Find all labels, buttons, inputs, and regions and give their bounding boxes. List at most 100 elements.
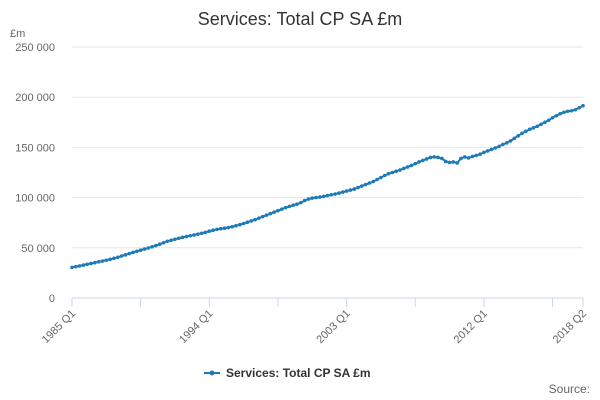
data-point[interactable] bbox=[272, 210, 276, 214]
data-point[interactable] bbox=[417, 160, 421, 164]
data-point[interactable] bbox=[257, 216, 261, 220]
data-point[interactable] bbox=[520, 131, 524, 136]
data-point[interactable] bbox=[360, 184, 364, 188]
data-point[interactable] bbox=[161, 240, 166, 245]
data-point[interactable] bbox=[401, 166, 406, 171]
data-point[interactable] bbox=[264, 213, 269, 217]
data-point[interactable] bbox=[108, 257, 112, 262]
data-point[interactable] bbox=[299, 200, 303, 205]
data-point[interactable] bbox=[466, 156, 471, 160]
data-point[interactable] bbox=[142, 247, 147, 251]
data-point[interactable] bbox=[291, 203, 295, 208]
data-point[interactable] bbox=[398, 168, 402, 172]
data-point[interactable] bbox=[127, 251, 131, 256]
data-point[interactable] bbox=[150, 245, 154, 249]
data-point[interactable] bbox=[215, 227, 219, 232]
data-point[interactable] bbox=[112, 256, 116, 261]
data-point[interactable] bbox=[382, 173, 387, 178]
data-point[interactable] bbox=[531, 126, 536, 130]
data-point[interactable] bbox=[497, 144, 501, 149]
data-point[interactable] bbox=[440, 156, 444, 161]
data-point[interactable] bbox=[379, 175, 383, 180]
data-point[interactable] bbox=[485, 149, 490, 153]
data-point[interactable] bbox=[436, 155, 440, 160]
data-point[interactable] bbox=[199, 231, 204, 236]
data-point[interactable] bbox=[432, 155, 437, 159]
data-point[interactable] bbox=[85, 262, 90, 267]
data-point[interactable] bbox=[390, 170, 395, 175]
data-point[interactable] bbox=[260, 214, 265, 219]
data-point[interactable] bbox=[348, 188, 353, 192]
data-point[interactable] bbox=[245, 220, 250, 224]
data-point[interactable] bbox=[413, 161, 418, 166]
data-point[interactable] bbox=[138, 248, 143, 253]
data-point[interactable] bbox=[218, 226, 223, 231]
data-point[interactable] bbox=[367, 181, 372, 185]
data-point[interactable] bbox=[310, 196, 315, 200]
data-point[interactable] bbox=[546, 118, 551, 123]
data-point[interactable] bbox=[508, 139, 513, 143]
data-point[interactable] bbox=[77, 264, 82, 268]
data-point[interactable] bbox=[222, 226, 227, 231]
data-point[interactable] bbox=[234, 223, 238, 228]
data-point[interactable] bbox=[154, 243, 158, 248]
data-point[interactable] bbox=[169, 238, 173, 243]
data-point[interactable] bbox=[306, 197, 311, 201]
data-point[interactable] bbox=[295, 202, 299, 206]
data-point[interactable] bbox=[459, 156, 463, 161]
data-point[interactable] bbox=[173, 237, 177, 242]
data-point[interactable] bbox=[474, 153, 479, 158]
data-point[interactable] bbox=[535, 124, 540, 129]
data-point[interactable] bbox=[569, 108, 574, 113]
data-point[interactable] bbox=[100, 259, 105, 263]
data-point[interactable] bbox=[253, 217, 257, 222]
data-point[interactable] bbox=[237, 222, 242, 227]
data-point[interactable] bbox=[501, 142, 505, 147]
data-point[interactable] bbox=[352, 187, 356, 191]
data-point[interactable] bbox=[543, 120, 547, 125]
data-point[interactable] bbox=[581, 103, 585, 108]
data-point[interactable] bbox=[287, 204, 292, 209]
data-point[interactable] bbox=[146, 246, 151, 250]
data-point[interactable] bbox=[268, 211, 273, 216]
data-point[interactable] bbox=[89, 261, 93, 266]
data-point[interactable] bbox=[74, 264, 78, 269]
data-point[interactable] bbox=[337, 191, 341, 195]
data-point[interactable] bbox=[447, 160, 452, 165]
data-point[interactable] bbox=[470, 154, 475, 159]
data-point[interactable] bbox=[196, 232, 200, 236]
data-point[interactable] bbox=[363, 182, 368, 187]
data-point[interactable] bbox=[421, 158, 425, 163]
data-point[interactable] bbox=[424, 157, 429, 161]
data-point[interactable] bbox=[512, 136, 517, 141]
data-point[interactable] bbox=[314, 195, 318, 200]
data-point[interactable] bbox=[558, 111, 562, 116]
data-point[interactable] bbox=[493, 146, 498, 150]
data-point[interactable] bbox=[565, 109, 570, 114]
data-point[interactable] bbox=[176, 236, 181, 241]
data-point[interactable] bbox=[123, 253, 128, 257]
data-point[interactable] bbox=[554, 113, 559, 118]
data-point[interactable] bbox=[184, 234, 189, 239]
data-point[interactable] bbox=[405, 165, 410, 169]
data-point[interactable] bbox=[478, 152, 482, 157]
data-point[interactable] bbox=[180, 235, 185, 240]
data-point[interactable] bbox=[119, 254, 124, 258]
data-point[interactable] bbox=[188, 233, 193, 238]
data-point[interactable] bbox=[462, 155, 467, 159]
data-point[interactable] bbox=[573, 107, 578, 112]
data-point[interactable] bbox=[131, 250, 135, 255]
data-point[interactable] bbox=[230, 224, 234, 229]
legend[interactable]: Services: Total CP SA £m bbox=[204, 366, 371, 380]
data-point[interactable] bbox=[192, 233, 196, 237]
data-point[interactable] bbox=[318, 195, 322, 199]
data-point[interactable] bbox=[443, 159, 448, 164]
data-point[interactable] bbox=[340, 190, 345, 194]
data-point[interactable] bbox=[249, 219, 254, 223]
data-point[interactable] bbox=[203, 230, 208, 235]
data-point[interactable] bbox=[550, 115, 555, 120]
data-point[interactable] bbox=[325, 193, 330, 198]
data-point[interactable] bbox=[428, 155, 433, 160]
data-point[interactable] bbox=[527, 127, 532, 132]
data-point[interactable] bbox=[386, 171, 391, 176]
